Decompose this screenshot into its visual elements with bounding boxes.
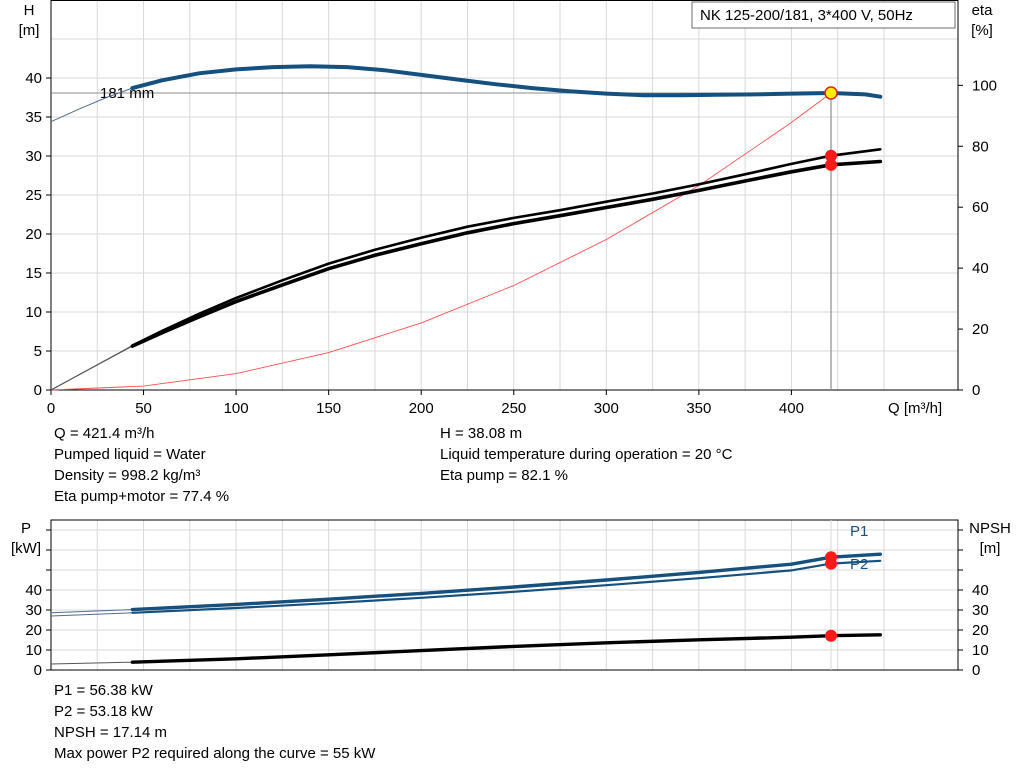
x-tick-label: 0 [47,400,55,417]
eta-pump-motor-curve-line [130,159,883,348]
y2-tick-label: 30 [25,602,42,619]
y-right-tick-label: 60 [972,199,989,216]
info-density: Density = 998.2 kg/m³ [54,467,201,484]
y-tick-label: 25 [25,187,42,204]
info-temperature: Liquid temperature during operation = 20… [440,446,733,463]
npsh-extrapolated-line [50,661,133,665]
y2-right-tick-label: 30 [972,602,989,619]
chart-area-bottom [51,520,958,670]
info-liquid: Pumped liquid = Water [54,446,206,463]
y2-right-tick-label: 20 [972,622,989,639]
chart-frame-bottom [50,519,959,671]
y-tick-label: 20 [25,226,42,243]
y-tick-label: 15 [25,265,42,282]
p2-extrapolated-line [50,612,133,617]
p1-series-label: P1 [850,523,868,540]
info-p1: P1 = 56.38 kW [54,682,153,699]
y2-tick-label: 20 [25,622,42,639]
x-tick-label: 350 [686,400,711,417]
p2-curve-line [131,559,882,614]
eta-pump-motor-duty-marker [825,158,838,171]
x-tick-label: 100 [224,400,249,417]
info-top-right: H = 38.08 m Liquid temperature during op… [440,423,732,486]
info-max-power: Max power P2 required along the curve = … [54,745,376,762]
eta-pump-curve-line [131,148,882,347]
title-box [691,1,956,29]
x-tick-label: 150 [316,400,341,417]
p1-curve-line [130,552,882,612]
power-axis-unit: [kW] [11,540,41,557]
p2-series-label: P2 [850,556,868,573]
duty-point-marker [824,86,838,100]
chart-title: NK 125-200/181, 3*400 V, 50Hz [700,7,913,24]
power-axis-label: P [21,520,31,537]
y2-tick-label: 0 [34,662,42,679]
info-bottom: P1 = 56.38 kW P2 = 53.18 kW NPSH = 17.14… [54,680,375,764]
y-right-axis-label: eta [972,2,994,19]
y-tick-label: 35 [25,109,42,126]
impeller-label: 181 mm [100,85,154,102]
x-tick-label: 400 [779,400,804,417]
y-tick-label: 10 [25,304,42,321]
info-npsh: NPSH = 17.14 m [54,724,167,741]
info-eta-pump: Eta pump = 82.1 % [440,467,568,484]
y2-tick-label: 10 [25,642,42,659]
y-tick-label: 40 [25,70,42,87]
y2-right-tick-label: 40 [972,582,989,599]
info-p2: P2 = 53.18 kW [54,703,153,720]
y-axis-unit: [m] [19,22,40,39]
info-head: H = 38.08 m [440,425,523,442]
y-right-tick-label: 40 [972,260,989,277]
y-axis-label: H [24,2,35,19]
eta-pump-motor-extrapolated-line [50,345,133,391]
info-flow: Q = 421.4 m³/h [54,425,155,442]
head-extrapolated-line [50,87,133,123]
npsh-curve-line [130,633,882,664]
npsh-axis-unit: [m] [980,540,1001,557]
x-tick-label: 200 [409,400,434,417]
p2-duty-marker [825,557,838,570]
system-curve-line [50,92,832,391]
head-curve-line [130,64,883,99]
info-eta-pump-motor: Eta pump+motor = 77.4 % [54,488,230,505]
y2-tick-label: 40 [25,582,42,599]
y-right-axis-unit: [%] [971,22,993,39]
y-right-tick-label: 20 [972,321,989,338]
x-axis-label: Q [m³/h] [888,400,942,417]
y-tick-label: 30 [25,148,42,165]
x-tick-label: 300 [594,400,619,417]
x-tick-label: 50 [135,400,152,417]
y2-right-tick-label: 10 [972,642,989,659]
y-right-tick-label: 80 [972,138,989,155]
y-tick-label: 0 [34,382,42,399]
npsh-axis-label: NPSH [969,520,1011,537]
y2-right-tick-label: 0 [972,662,980,679]
y-right-tick-label: 0 [972,382,980,399]
x-tick-label: 250 [501,400,526,417]
y-right-tick-label: 100 [972,77,997,94]
info-top-left: Q = 421.4 m³/h Pumped liquid = Water Den… [54,423,229,507]
y-tick-label: 5 [34,343,42,360]
p1-extrapolated-line [50,609,133,614]
npsh-duty-marker [825,629,838,642]
